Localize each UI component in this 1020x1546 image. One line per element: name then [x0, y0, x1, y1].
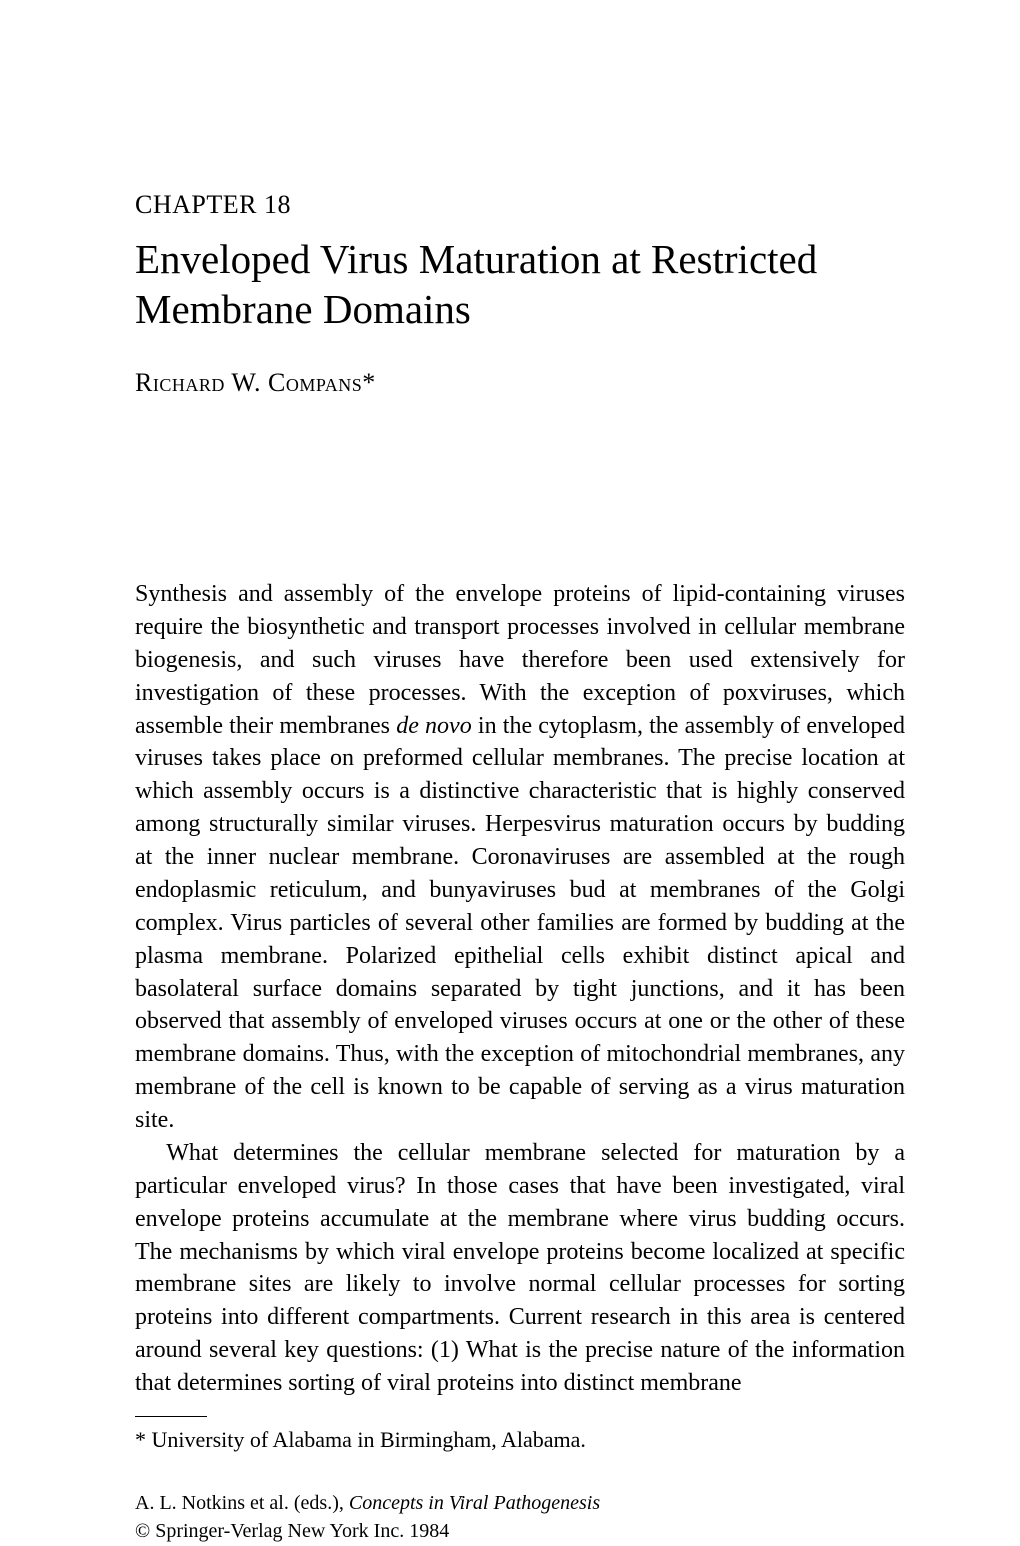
citation-title: Concepts in Viral Pathogenesis: [349, 1492, 600, 1514]
paragraph-1: Synthesis and assembly of the envelope p…: [135, 578, 905, 1137]
citation: A. L. Notkins et al. (eds.), Concepts in…: [135, 1489, 905, 1545]
chapter-author: Richard W. Compans*: [135, 368, 905, 398]
para1-italic: de novo: [396, 713, 472, 739]
footnote: * University of Alabama in Birmingham, A…: [135, 1427, 905, 1453]
citation-line-2: © Springer-Verlag New York Inc. 1984: [135, 1517, 905, 1545]
footnote-rule: [135, 1416, 207, 1417]
body-text: Synthesis and assembly of the envelope p…: [135, 578, 905, 1400]
citation-editors: A. L. Notkins et al. (eds.),: [135, 1492, 349, 1514]
chapter-title: Enveloped Virus Maturation at Restricted…: [135, 234, 905, 334]
paragraph-2: What determines the cellular membrane se…: [135, 1137, 905, 1400]
chapter-label: CHAPTER 18: [135, 190, 905, 220]
citation-line-1: A. L. Notkins et al. (eds.), Concepts in…: [135, 1489, 905, 1517]
para1-text-after: in the cytoplasm, the assembly of envelo…: [135, 713, 905, 1134]
